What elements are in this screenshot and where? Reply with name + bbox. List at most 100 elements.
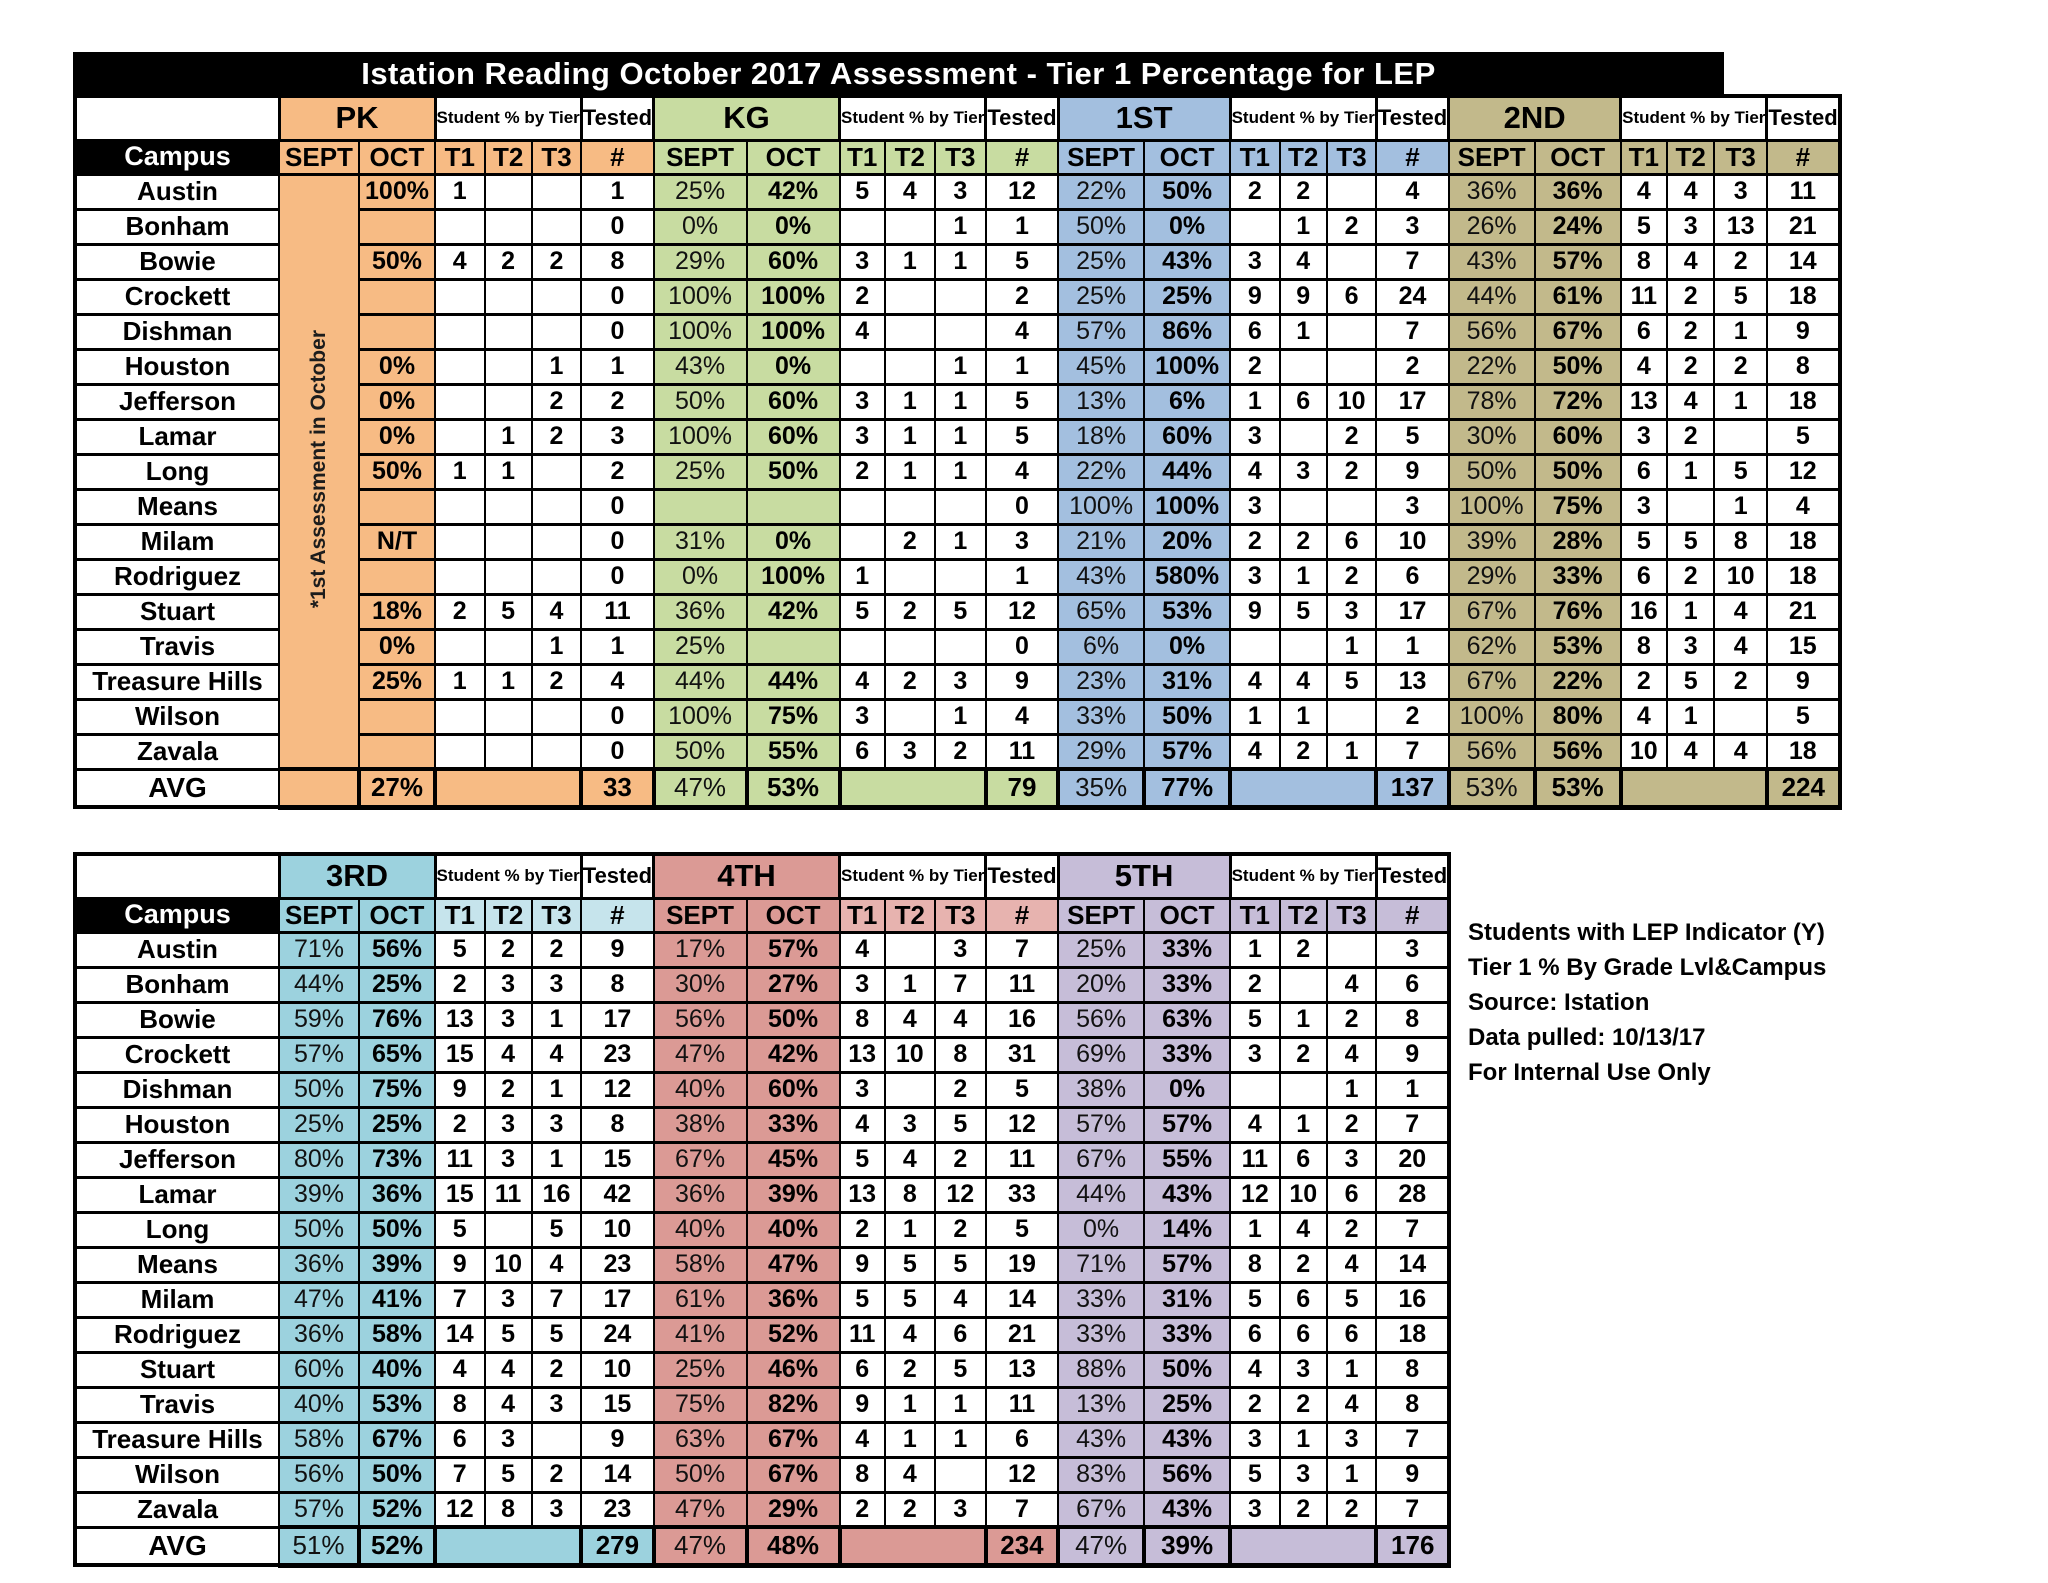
t3-cell: 5 [1325, 1280, 1378, 1319]
tier-group-header: Student % by Tier [1619, 94, 1769, 142]
note-line: Students with LEP Indicator (Y) [1468, 919, 1825, 946]
tested-cell: 3 [1375, 207, 1450, 246]
t2-cell: 1 [1665, 697, 1716, 736]
sept-cell: 38% [652, 1105, 748, 1144]
t1-cell: 11 [1229, 1140, 1281, 1179]
t3-cell: 2 [1325, 417, 1378, 456]
tested-cell: 3 [1375, 487, 1450, 526]
avg-oct-cell: 53% [744, 767, 842, 810]
sept-cell: 36% [278, 1245, 360, 1284]
tested-cell: 15 [580, 1140, 655, 1179]
table-row: Zavala 57% 52% 12 8 3 23 47% 29% 2 2 3 7 67% 43% 3 2 2 7 [74, 1490, 1451, 1529]
t2-cell: 9 [1278, 277, 1328, 316]
tested-cell: 12 [984, 172, 1060, 211]
t3-cell [1325, 312, 1378, 351]
t2-cell [883, 627, 936, 666]
tested-cell: 14 [1765, 242, 1841, 281]
t2-cell: 2 [883, 662, 936, 701]
t2-cell: 4 [883, 172, 936, 211]
sept-cell: 47% [278, 1280, 360, 1319]
table-row: Bonham 0 0% 0% 1 1 50% 0% 1 2 3 26% 24% 5 3 13 21 [74, 207, 1841, 246]
t2-cell [883, 1070, 936, 1109]
t2-cell: 5 [1278, 592, 1328, 631]
oct-cell: 60% [745, 242, 841, 281]
avg-sept-cell: 53% [1447, 767, 1536, 810]
t1-cell: 13 [838, 1035, 886, 1074]
t1-cell: 3 [838, 242, 886, 281]
grade-header-kg: KG [652, 94, 842, 142]
oct-header: OCT [745, 897, 841, 933]
t3-header: T3 [1713, 139, 1768, 175]
t1-cell: 6 [1229, 1315, 1281, 1354]
sept-cell: 25% [652, 452, 748, 491]
sept-cell [652, 487, 748, 526]
t3-cell [1325, 930, 1378, 969]
avg-sept-cell [278, 767, 360, 810]
sept-cell: 100% [1447, 487, 1536, 526]
t2-cell: 4 [1278, 242, 1328, 281]
oct-cell: 50% [745, 1000, 841, 1039]
t1-cell: 2 [1229, 522, 1281, 561]
t1-cell: 14 [434, 1315, 486, 1354]
oct-cell: 45% [745, 1140, 841, 1179]
tested-cell: 7 [984, 930, 1060, 969]
t3-cell [530, 732, 583, 771]
tested-cell: 17 [1375, 592, 1450, 631]
sept-cell: 13% [1057, 382, 1146, 421]
t3-cell [1325, 172, 1378, 211]
t2-cell [1278, 627, 1328, 666]
t3-cell [1325, 697, 1378, 736]
sept-cell: 57% [278, 1035, 360, 1074]
tested-cell: 0 [580, 697, 655, 736]
tested-cell: 2 [1375, 347, 1450, 386]
tested-cell: 8 [580, 242, 655, 281]
t1-cell: 2 [1229, 172, 1281, 211]
tested-cell: 6 [1375, 557, 1450, 596]
campus-cell: Stuart [74, 1350, 280, 1389]
oct-cell: 25% [1143, 277, 1232, 316]
t3-cell: 6 [1325, 522, 1378, 561]
tested-cell: 0 [580, 557, 655, 596]
report-title: Istation Reading October 2017 Assessment… [73, 52, 1724, 94]
avg-oct-cell: 77% [1142, 767, 1233, 810]
sept-cell: 33% [1057, 1315, 1146, 1354]
t2-cell: 2 [1278, 522, 1328, 561]
t2-cell: 4 [1665, 172, 1716, 211]
tested-cell: 4 [1765, 487, 1841, 526]
t1-cell: 8 [1229, 1245, 1281, 1284]
tested-cell: 10 [1375, 522, 1450, 561]
t1-cell: 2 [1229, 1385, 1281, 1424]
tested-cell: 24 [580, 1315, 655, 1354]
tested-cell: 13 [1375, 662, 1450, 701]
oct-cell: 56% [358, 930, 436, 969]
t2-cell: 11 [483, 1175, 533, 1214]
sept-cell: 23% [1057, 662, 1146, 701]
tested-cell: 0 [580, 522, 655, 561]
oct-cell: 67% [745, 1420, 841, 1459]
sept-cell: 33% [1057, 1280, 1146, 1319]
sept-cell: 36% [1447, 172, 1536, 211]
t1-cell: 12 [434, 1490, 486, 1529]
t3-cell: 6 [1325, 1315, 1378, 1354]
oct-cell: 100% [1143, 487, 1232, 526]
oct-cell: 18% [358, 592, 436, 631]
oct-cell: 53% [358, 1385, 436, 1424]
t2-cell: 3 [483, 1140, 533, 1179]
t2-cell [483, 312, 533, 351]
campus-header: Campus [74, 139, 280, 175]
t1-cell: 9 [838, 1385, 886, 1424]
oct-cell: 33% [745, 1105, 841, 1144]
t2-cell: 8 [883, 1175, 936, 1214]
t2-header: T2 [1665, 139, 1716, 175]
t1-cell: 6 [434, 1420, 486, 1459]
campus-cell: Long [74, 452, 280, 491]
t1-cell [434, 347, 486, 386]
oct-cell: 60% [745, 417, 841, 456]
oct-cell: 67% [745, 1455, 841, 1494]
campus-header: Campus [74, 897, 280, 933]
t3-header: T3 [933, 139, 987, 175]
t3-cell [1713, 697, 1768, 736]
t3-header: T3 [530, 897, 583, 933]
t2-cell: 2 [1665, 277, 1716, 316]
sept-header: SEPT [652, 139, 748, 175]
